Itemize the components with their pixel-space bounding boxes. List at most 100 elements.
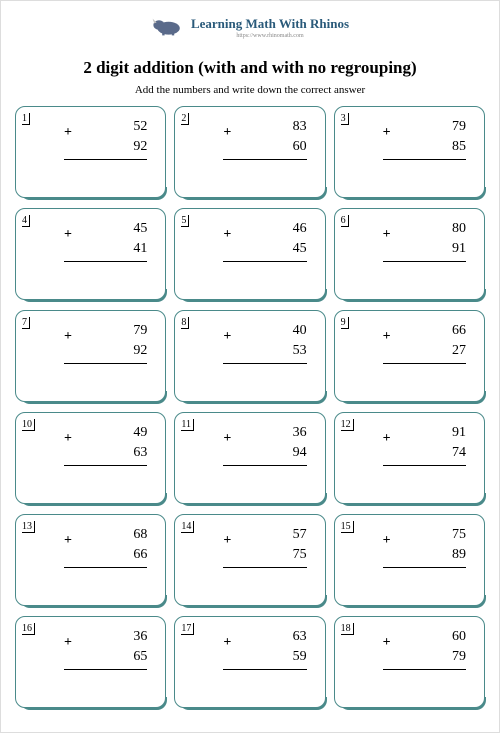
problem-number: 4 (22, 215, 30, 227)
problem-number: 2 (181, 113, 189, 125)
plus-icon: + (64, 635, 72, 651)
addend-top: 79 (107, 323, 147, 339)
problem-number: 1 (22, 113, 30, 125)
problem-number: 8 (181, 317, 189, 329)
addend-bottom: 91 (426, 241, 466, 257)
problem-card: 14 +5775 (174, 514, 325, 606)
addend-bottom: 45 (267, 241, 307, 257)
addend-bottom: 41 (107, 241, 147, 257)
plus-icon: + (383, 329, 391, 345)
math-block: +45 41 (64, 219, 147, 279)
addend-bottom: 89 (426, 547, 466, 563)
plus-icon: + (64, 227, 72, 243)
problem-card: 9 +6627 (334, 310, 485, 402)
plus-icon: + (223, 635, 231, 651)
problem-number: 3 (341, 113, 349, 125)
plus-icon: + (383, 125, 391, 141)
sum-line (223, 363, 306, 381)
plus-icon: + (383, 227, 391, 243)
math-block: +60 79 (383, 627, 466, 687)
addend-bottom: 59 (267, 649, 307, 665)
problem-card: 10+4963 (15, 412, 166, 504)
math-block: +79 85 (383, 117, 466, 177)
addend-top: 91 (426, 425, 466, 441)
sum-line (383, 567, 466, 585)
addend-bottom: 75 (267, 547, 307, 563)
addend-bottom: 94 (267, 445, 307, 461)
math-block: +63 59 (223, 627, 306, 687)
plus-icon: + (223, 431, 231, 447)
problem-card: 1 +5292 (15, 106, 166, 198)
math-block: +9174 (383, 423, 466, 483)
addend-top: 80 (426, 221, 466, 237)
brand-name: Learning Math With Rhinos (191, 16, 349, 32)
problem-number: 12 (341, 419, 354, 431)
sum-line (383, 159, 466, 177)
plus-icon: + (64, 431, 72, 447)
addend-top: 36 (267, 425, 307, 441)
math-block: +5775 (223, 525, 306, 585)
problem-card: 12 +9174 (334, 412, 485, 504)
sum-line (383, 465, 466, 483)
problem-card: 2 +8360 (174, 106, 325, 198)
plus-icon: + (383, 635, 391, 651)
plus-icon: + (223, 125, 231, 141)
problem-card: 4 +45 41 (15, 208, 166, 300)
addend-bottom: 63 (107, 445, 147, 461)
sum-line (383, 669, 466, 687)
problem-card: 16 +36 65 (15, 616, 166, 708)
addend-bottom: 65 (107, 649, 147, 665)
addend-top: 45 (107, 221, 147, 237)
addend-top: 66 (426, 323, 466, 339)
math-block: +8360 (223, 117, 306, 177)
header: Learning Math With Rhinos https://www.rh… (15, 9, 485, 44)
addend-top: 75 (426, 527, 466, 543)
addend-bottom: 60 (267, 139, 307, 155)
sum-line (64, 669, 147, 687)
problem-number: 6 (341, 215, 349, 227)
addend-top: 49 (107, 425, 147, 441)
addend-top: 52 (107, 119, 147, 135)
problem-number: 13 (22, 521, 35, 533)
sum-line (64, 159, 147, 177)
problem-number: 16 (22, 623, 35, 635)
problem-card: 17 +63 59 (174, 616, 325, 708)
addend-top: 60 (426, 629, 466, 645)
sum-line (223, 261, 306, 279)
problem-card: 7+7992 (15, 310, 166, 402)
problem-card: 15+7589 (334, 514, 485, 606)
addend-top: 63 (267, 629, 307, 645)
problem-card: 5+4645 (174, 208, 325, 300)
math-block: +6627 (383, 321, 466, 381)
problem-card: 18+6079 (334, 616, 485, 708)
math-block: +49 63 (64, 423, 147, 483)
problem-card: 6 +80 91 (334, 208, 485, 300)
problem-card: 11+3694 (174, 412, 325, 504)
addend-top: 40 (267, 323, 307, 339)
sum-line (64, 363, 147, 381)
math-block: +5292 (64, 117, 147, 177)
logo-row: Learning Math With Rhinos https://www.rh… (15, 13, 485, 42)
addend-bottom: 79 (426, 649, 466, 665)
addend-bottom: 53 (267, 343, 307, 359)
math-block: +7992 (64, 321, 147, 381)
addend-top: 36 (107, 629, 147, 645)
addend-bottom: 66 (107, 547, 147, 563)
addend-top: 46 (267, 221, 307, 237)
plus-icon: + (64, 125, 72, 141)
problem-number: 17 (181, 623, 194, 635)
addend-bottom: 85 (426, 139, 466, 155)
problem-number: 14 (181, 521, 194, 533)
plus-icon: + (64, 533, 72, 549)
sum-line (64, 465, 147, 483)
plus-icon: + (383, 533, 391, 549)
problem-number: 9 (341, 317, 349, 329)
addend-top: 79 (426, 119, 466, 135)
problems-grid: 1+52922+83603+79854+45415+46456+80917+79… (15, 106, 485, 708)
math-block: +75 89 (383, 525, 466, 585)
addend-bottom: 74 (426, 445, 466, 461)
addend-bottom: 92 (107, 343, 147, 359)
sum-line (223, 465, 306, 483)
addend-top: 68 (107, 527, 147, 543)
brand-url: https://www.rhinomath.com (191, 33, 349, 39)
